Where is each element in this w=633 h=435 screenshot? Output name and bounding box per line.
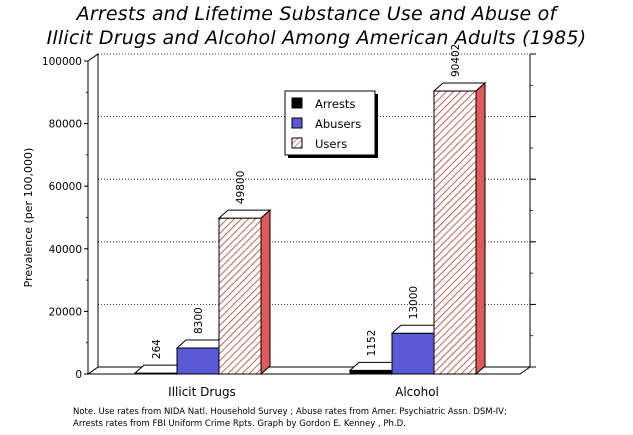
y-tick-label: 0 xyxy=(75,369,82,381)
y-axis-label: Prevalence (per 100,000) xyxy=(22,148,35,288)
y-tick-label: 20000 xyxy=(49,306,82,318)
chart-title: Arrests and Lifetime Substance Use and A… xyxy=(0,2,633,50)
data-label: 49800 xyxy=(235,171,247,204)
bar-abusers-illicit-drugs xyxy=(176,347,220,375)
y-tick-label: 80000 xyxy=(49,119,82,131)
bar-users-alcohol xyxy=(433,90,477,375)
data-label: 264 xyxy=(151,339,163,359)
bar-arrests-alcohol xyxy=(349,369,393,375)
legend-label-users: Users xyxy=(315,137,347,151)
data-label: 13000 xyxy=(408,286,420,319)
footnote-line-1: Note. Use rates from NIDA Natl. Househol… xyxy=(73,407,507,417)
chart-left-wall xyxy=(87,53,99,375)
data-label: 90402 xyxy=(450,44,462,77)
footnote-line-2: Arrests rates from FBI Uniform Crime Rpt… xyxy=(73,419,406,429)
legend-swatch-abusers xyxy=(291,117,303,129)
x-tick-label: Alcohol xyxy=(395,385,439,399)
bar-users-illicit-drugs xyxy=(218,217,262,375)
bar-users-illicit-drugs-side xyxy=(260,209,271,376)
legend-label-abusers: Abusers xyxy=(315,117,361,131)
data-label: 8300 xyxy=(193,307,205,334)
y-tick-label: 40000 xyxy=(49,244,82,256)
y-tick-label: 60000 xyxy=(49,181,82,193)
legend-swatch-arrests xyxy=(291,97,303,109)
x-tick-label: Illicit Drugs xyxy=(168,385,236,399)
chart-title-line-2: Illicit Drugs and Alcohol Among American… xyxy=(46,27,587,49)
chart-title-line-1: Arrests and Lifetime Substance Use and A… xyxy=(76,3,557,25)
bar-abusers-alcohol xyxy=(391,332,435,375)
y-tick-label: 100000 xyxy=(42,56,82,68)
legend-label-arrests: Arrests xyxy=(315,97,355,111)
data-label: 1152 xyxy=(366,330,378,357)
bar-users-alcohol-side xyxy=(475,81,486,376)
legend-swatch-users xyxy=(291,137,303,149)
